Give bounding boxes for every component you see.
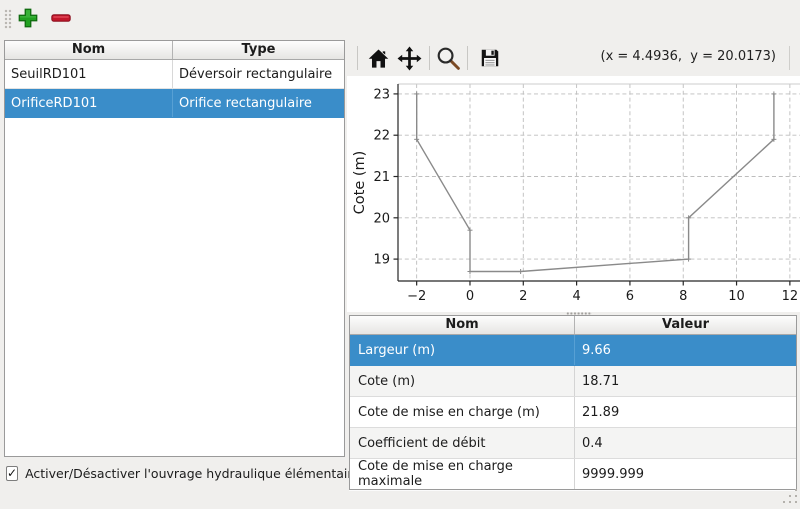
structure-name[interactable]: OrificeRD101	[5, 89, 173, 117]
property-row[interactable]: Cote de mise en charge maximale 9999.999	[350, 459, 796, 489]
toolbar-drag-handle[interactable]	[4, 9, 12, 29]
structures-rows: SeuilRD101 Déversoir rectangulaire Orifice…	[5, 60, 344, 118]
add-structure-button[interactable]	[16, 6, 40, 30]
cursor-coordinates: (x = 4.4936, y = 20.0173)	[600, 49, 777, 64]
properties-table: Nom Valeur Largeur (m) 9.66 Cote (m) 18.71 C…	[349, 315, 797, 490]
svg-text:23: 23	[373, 87, 390, 102]
zoom-button[interactable]	[434, 44, 462, 72]
structures-table: Nom Type SeuilRD101 Déversoir rectangulai…	[4, 40, 345, 457]
property-row[interactable]: Cote (m) 18.71	[350, 366, 796, 397]
pan-move-icon	[397, 46, 421, 70]
property-name[interactable]: Cote de mise en charge (m)	[350, 397, 575, 427]
home-icon	[368, 48, 388, 68]
property-value[interactable]: 9999.999	[582, 466, 645, 482]
svg-text:20: 20	[373, 211, 390, 226]
property-name[interactable]: Largeur (m)	[350, 335, 575, 365]
svg-text:19: 19	[373, 253, 390, 268]
property-name[interactable]: Cote (m)	[350, 366, 575, 396]
table-row[interactable]: SeuilRD101 Déversoir rectangulaire	[5, 60, 344, 89]
property-name[interactable]: Coefficient de débit	[350, 428, 575, 458]
plot-figure[interactable]: −2 0 2 4 6 8 10 12 19 20 21 22 23 Cote (m)	[347, 76, 800, 312]
toolbar-separator	[467, 46, 468, 70]
structures-table-header: Nom Type	[5, 41, 344, 60]
toolbar-end-separator	[789, 46, 790, 70]
activate-checkbox[interactable]: ✓	[6, 465, 19, 481]
property-value[interactable]: 0.4	[582, 435, 603, 451]
svg-text:22: 22	[373, 129, 390, 144]
activate-checkbox-label: Activer/Désactiver l'ouvrage hydraulique…	[25, 465, 360, 481]
column-header-type[interactable]: Type	[241, 42, 276, 57]
properties-table-header: Nom Valeur	[350, 316, 796, 335]
pan-button[interactable]	[395, 44, 423, 72]
window-resize-grip[interactable]	[783, 489, 798, 503]
magnifier-icon	[437, 47, 460, 70]
toolbar-separator	[357, 46, 358, 70]
property-value[interactable]: 21.89	[582, 404, 620, 420]
structure-type[interactable]: Orifice rectangulaire	[179, 95, 312, 111]
home-button[interactable]	[364, 44, 392, 72]
column-header-nom[interactable]: Nom	[5, 41, 173, 59]
structure-name[interactable]: SeuilRD101	[5, 60, 173, 88]
svg-text:21: 21	[373, 170, 390, 185]
column-header-nom[interactable]: Nom	[350, 316, 575, 334]
property-value[interactable]: 9.66	[582, 342, 611, 358]
main-toolbar	[0, 0, 800, 36]
save-floppy-icon	[481, 49, 499, 67]
table-row[interactable]: OrificeRD101 Orifice rectangulaire	[5, 89, 344, 118]
svg-text:10: 10	[728, 289, 745, 304]
plus-icon	[18, 8, 38, 28]
remove-structure-button[interactable]	[49, 6, 73, 30]
activate-row: ✓ Activer/Désactiver l'ouvrage hydrauliq…	[6, 463, 360, 483]
plot-toolbar: (x = 4.4936, y = 20.0173)	[347, 40, 800, 76]
property-name[interactable]: Cote de mise en charge maximale	[350, 459, 575, 489]
svg-text:2: 2	[519, 289, 527, 304]
property-value[interactable]: 18.71	[582, 373, 620, 389]
cross-section-chart: −2 0 2 4 6 8 10 12 19 20 21 22 23 Cote (m)	[352, 83, 800, 304]
property-row[interactable]: Cote de mise en charge (m) 21.89	[350, 397, 796, 428]
save-button[interactable]	[476, 44, 504, 72]
structure-type[interactable]: Déversoir rectangulaire	[179, 66, 333, 82]
minus-icon	[51, 14, 71, 22]
svg-text:−2: −2	[407, 289, 426, 304]
column-header-valeur[interactable]: Valeur	[661, 317, 710, 332]
svg-text:12: 12	[782, 289, 799, 304]
splitter-handle[interactable]	[566, 312, 592, 315]
svg-text:0: 0	[466, 289, 474, 304]
property-row[interactable]: Coefficient de débit 0.4	[350, 428, 796, 459]
svg-text:4: 4	[572, 289, 580, 304]
toolbar-separator	[429, 46, 430, 70]
svg-text:6: 6	[626, 289, 634, 304]
property-row[interactable]: Largeur (m) 9.66	[350, 335, 796, 366]
svg-text:8: 8	[679, 289, 687, 304]
properties-rows: Largeur (m) 9.66 Cote (m) 18.71 Cote de mise…	[350, 335, 796, 489]
svg-text:Cote (m): Cote (m)	[352, 151, 368, 215]
